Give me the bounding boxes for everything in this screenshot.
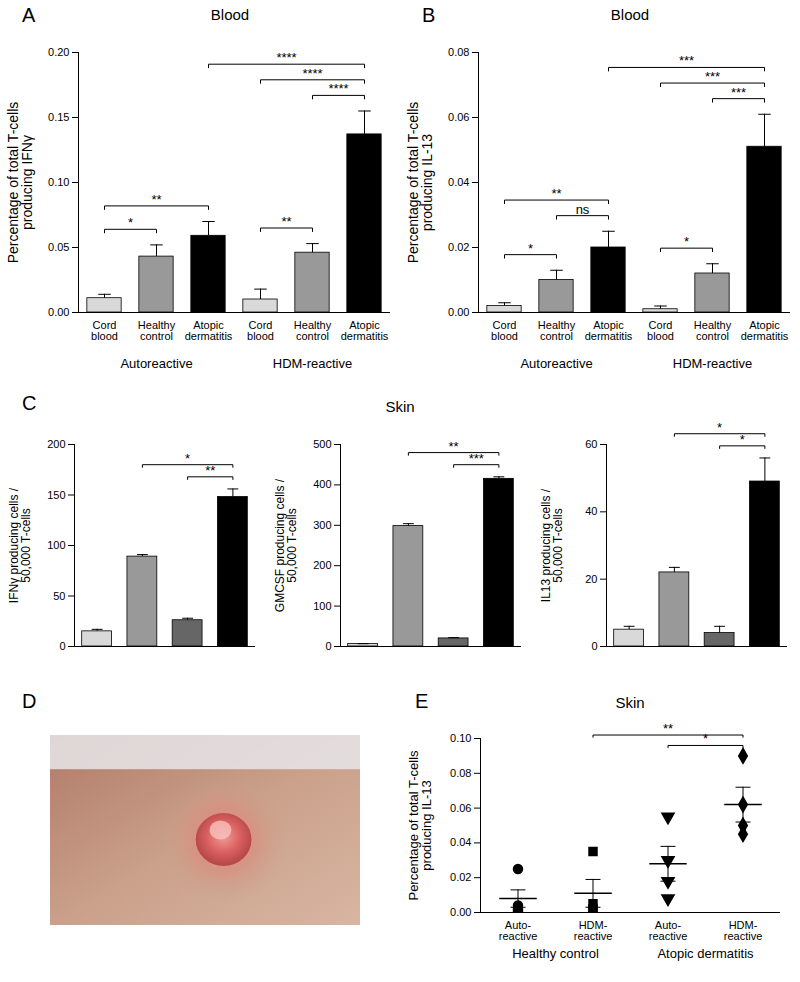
svg-text:Cordblood: Cordblood bbox=[647, 319, 674, 342]
svg-text:Cordblood: Cordblood bbox=[247, 319, 274, 342]
svg-text:0.05: 0.05 bbox=[48, 241, 69, 253]
svg-text:**: ** bbox=[551, 186, 561, 201]
svg-text:Percentage of total T-cellspro: Percentage of total T-cellsproducing IL-… bbox=[405, 102, 435, 264]
svg-text:***: *** bbox=[679, 53, 694, 68]
html-text:Blood: Blood bbox=[610, 6, 650, 23]
html-text:B: B bbox=[422, 4, 436, 26]
svg-text:0.00: 0.00 bbox=[448, 306, 469, 318]
svg-text:0.06: 0.06 bbox=[450, 802, 471, 814]
svg-text:Atopicdermatitis: Atopicdermatitis bbox=[741, 319, 789, 342]
svg-text:IFNγ producing cells /50,000 T: IFNγ producing cells /50,000 T-cells bbox=[7, 487, 33, 603]
svg-text:*: * bbox=[684, 234, 689, 249]
svg-text:Autoreactive: Autoreactive bbox=[120, 356, 192, 371]
svg-text:40: 40 bbox=[585, 505, 597, 517]
svg-text:100: 100 bbox=[47, 539, 65, 551]
svg-text:**: ** bbox=[663, 721, 673, 736]
svg-text:HDM-reactive: HDM-reactive bbox=[574, 919, 613, 942]
svg-text:0.00: 0.00 bbox=[450, 906, 471, 918]
svg-text:*: * bbox=[128, 215, 133, 230]
svg-text:**: ** bbox=[281, 214, 291, 229]
svg-text:****: **** bbox=[302, 66, 322, 81]
svg-text:0.04: 0.04 bbox=[450, 836, 471, 848]
svg-text:0.04: 0.04 bbox=[448, 176, 469, 188]
svg-text:*: * bbox=[740, 432, 745, 447]
svg-text:**: ** bbox=[205, 463, 215, 478]
svg-text:**: ** bbox=[449, 439, 459, 454]
svg-text:Atopicdermatitis: Atopicdermatitis bbox=[341, 319, 389, 342]
svg-text:150: 150 bbox=[47, 489, 65, 501]
svg-text:HDM-reactive: HDM-reactive bbox=[673, 356, 752, 371]
svg-text:0: 0 bbox=[325, 640, 331, 652]
svg-text:Healthycontrol: Healthycontrol bbox=[294, 319, 332, 342]
html-text:Skin: Skin bbox=[615, 694, 645, 711]
html-text:A: A bbox=[22, 4, 36, 26]
svg-text:*: * bbox=[528, 241, 533, 256]
html-text:C: C bbox=[22, 392, 37, 414]
svg-text:0.20: 0.20 bbox=[48, 46, 69, 58]
svg-text:***: *** bbox=[469, 451, 484, 466]
svg-text:Percentage of total T-cellspro: Percentage of total T-cellsproducing IL-… bbox=[406, 750, 434, 901]
svg-text:500: 500 bbox=[313, 438, 331, 450]
svg-text:Healthy control: Healthy control bbox=[512, 946, 599, 961]
svg-text:***: *** bbox=[705, 69, 720, 84]
svg-text:Healthycontrol: Healthycontrol bbox=[138, 319, 176, 342]
svg-text:0.02: 0.02 bbox=[448, 241, 469, 253]
svg-text:0.06: 0.06 bbox=[448, 111, 469, 123]
svg-text:HDM-reactive: HDM-reactive bbox=[724, 919, 763, 942]
svg-text:0: 0 bbox=[591, 640, 597, 652]
svg-text:Auto-reactive: Auto-reactive bbox=[499, 919, 538, 942]
svg-text:0.10: 0.10 bbox=[450, 732, 471, 744]
svg-text:0.10: 0.10 bbox=[48, 176, 69, 188]
svg-text:Cordblood: Cordblood bbox=[491, 319, 518, 342]
html-text:E: E bbox=[415, 690, 429, 712]
svg-text:20: 20 bbox=[585, 573, 597, 585]
svg-text:0.08: 0.08 bbox=[450, 767, 471, 779]
svg-text:*: * bbox=[717, 420, 722, 435]
svg-text:60: 60 bbox=[585, 438, 597, 450]
html-text:D: D bbox=[22, 690, 37, 712]
svg-text:*: * bbox=[185, 451, 190, 466]
html-text:Blood: Blood bbox=[210, 6, 250, 23]
svg-text:Autoreactive: Autoreactive bbox=[520, 356, 592, 371]
svg-text:400: 400 bbox=[313, 478, 331, 490]
svg-text:0.00: 0.00 bbox=[48, 306, 69, 318]
svg-text:Atopicdermatitis: Atopicdermatitis bbox=[185, 319, 233, 342]
svg-text:300: 300 bbox=[313, 519, 331, 531]
svg-text:50: 50 bbox=[53, 590, 65, 602]
svg-text:0.02: 0.02 bbox=[450, 871, 471, 883]
svg-text:Healthycontrol: Healthycontrol bbox=[694, 319, 732, 342]
html-text:Skin: Skin bbox=[385, 398, 415, 415]
svg-text:****: **** bbox=[276, 50, 296, 65]
svg-text:100: 100 bbox=[313, 600, 331, 612]
svg-text:Cordblood: Cordblood bbox=[91, 319, 118, 342]
svg-text:0.08: 0.08 bbox=[448, 46, 469, 58]
svg-text:0: 0 bbox=[59, 640, 65, 652]
svg-text:200: 200 bbox=[313, 559, 331, 571]
svg-text:Percentage of total T-cellspro: Percentage of total T-cellsproducing IFN… bbox=[5, 102, 35, 264]
svg-text:***: *** bbox=[731, 85, 746, 100]
svg-text:200: 200 bbox=[47, 438, 65, 450]
svg-text:ns: ns bbox=[576, 202, 590, 217]
svg-text:Atopicdermatitis: Atopicdermatitis bbox=[585, 319, 633, 342]
svg-text:Healthycontrol: Healthycontrol bbox=[538, 319, 576, 342]
svg-text:**: ** bbox=[151, 192, 161, 207]
svg-text:*: * bbox=[703, 731, 708, 746]
svg-text:GMCSF producing cells /50,000: GMCSF producing cells /50,000 T-cells bbox=[273, 478, 299, 612]
svg-text:Atopic dermatitis: Atopic dermatitis bbox=[657, 946, 754, 961]
svg-text:HDM-reactive: HDM-reactive bbox=[273, 356, 352, 371]
svg-text:Auto-reactive: Auto-reactive bbox=[649, 919, 688, 942]
svg-text:IL13 producing cells /50,000 T: IL13 producing cells /50,000 T-cells bbox=[539, 488, 565, 602]
svg-text:****: **** bbox=[328, 81, 348, 96]
svg-text:0.15: 0.15 bbox=[48, 111, 69, 123]
